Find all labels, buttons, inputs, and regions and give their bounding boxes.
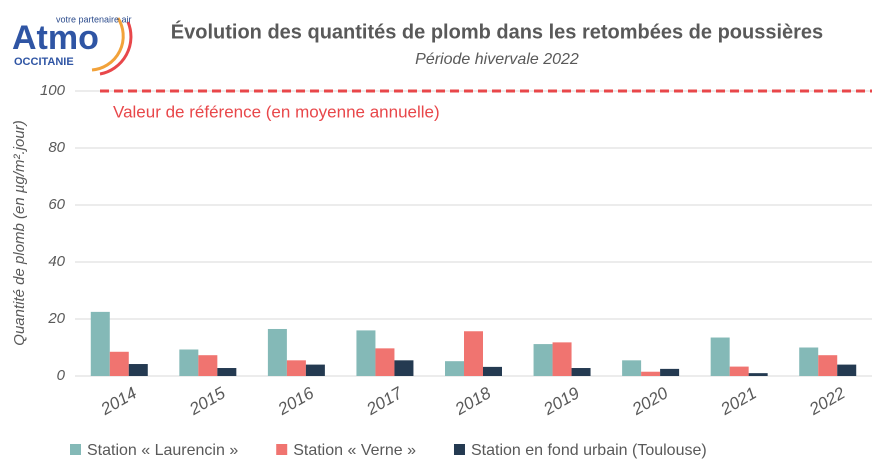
y-tick-label: 20 xyxy=(47,310,65,327)
bar xyxy=(356,330,376,376)
bar xyxy=(483,366,502,376)
x-tick-label: 2022 xyxy=(805,383,849,419)
legend-swatch xyxy=(276,444,288,455)
bar xyxy=(305,364,325,376)
bar xyxy=(818,355,838,376)
bar xyxy=(217,368,237,376)
x-tick-label: 2016 xyxy=(274,383,318,419)
bar xyxy=(571,368,591,376)
legend-label: Station en fond urbain (Toulouse) xyxy=(471,442,707,459)
logo-region: OCCITANIE xyxy=(14,56,74,68)
bar xyxy=(286,360,306,376)
bar xyxy=(445,361,464,376)
x-tick-label: 2021 xyxy=(717,383,760,419)
y-tick-label: 80 xyxy=(48,139,65,156)
bar xyxy=(622,360,642,376)
logo-tagline: votre partenaire air xyxy=(56,14,132,24)
y-axis-label: Quantité de plomb (en µg/m².jour) xyxy=(11,120,28,345)
legend-swatch xyxy=(70,444,81,455)
logo-arc xyxy=(99,21,133,76)
bar xyxy=(375,348,395,376)
bar xyxy=(729,366,749,376)
bar xyxy=(90,311,110,376)
bar xyxy=(128,364,148,376)
bar xyxy=(641,371,661,376)
chart-subtitle: Période hivervale 2022 xyxy=(415,51,579,68)
bar xyxy=(179,349,199,376)
x-tick-label: 2015 xyxy=(185,383,229,419)
bar xyxy=(267,328,287,376)
y-tick-label: 40 xyxy=(48,253,65,270)
y-tick-label: 60 xyxy=(48,196,65,213)
bar xyxy=(109,351,129,376)
reference-label: Valeur de référence (en moyenne annuelle… xyxy=(113,102,440,121)
bar xyxy=(533,344,553,376)
legend-label: Station « Verne » xyxy=(293,442,416,459)
bar xyxy=(552,342,572,376)
bar xyxy=(394,360,414,376)
bar xyxy=(710,337,730,376)
bar xyxy=(748,373,768,376)
bar xyxy=(660,368,680,376)
x-tick-label: 2014 xyxy=(97,383,140,419)
bar xyxy=(799,347,819,376)
bar xyxy=(464,331,483,376)
legend-label: Station « Laurencin » xyxy=(87,442,238,459)
bar xyxy=(837,364,857,376)
x-tick-label: 2019 xyxy=(540,383,584,419)
y-tick-label: 100 xyxy=(40,82,66,99)
x-tick-label: 2018 xyxy=(451,383,495,419)
logo-arc xyxy=(91,17,125,72)
logo-name: Atmo xyxy=(12,19,99,57)
legend-swatch xyxy=(453,444,465,455)
logo: votre partenaire air Atmo OCCITANIE xyxy=(12,14,133,76)
bar xyxy=(198,355,218,376)
x-tick-label: 2020 xyxy=(628,383,672,419)
chart-title: Évolution des quantités de plomb dans le… xyxy=(171,20,823,43)
y-tick-label: 0 xyxy=(57,367,66,384)
x-tick-label: 2017 xyxy=(362,383,406,419)
